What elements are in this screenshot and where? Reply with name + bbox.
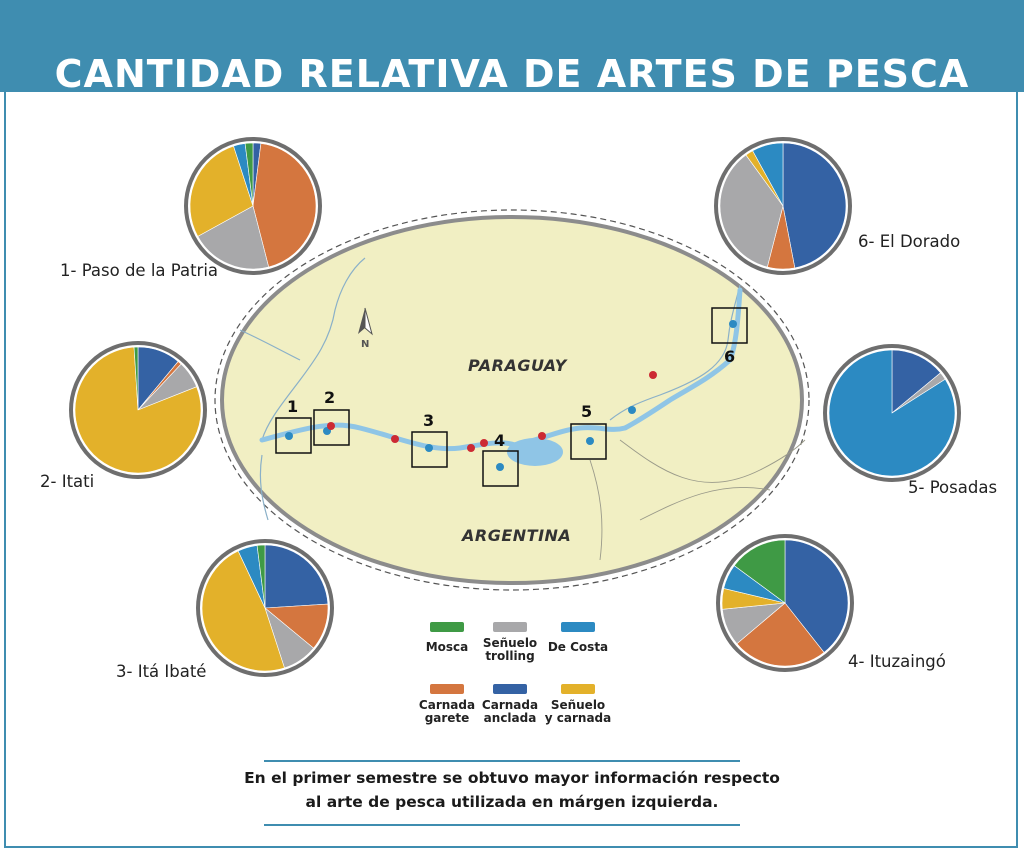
legend-swatch-senuelo-carnada xyxy=(561,684,595,694)
site-box-3 xyxy=(411,431,448,468)
site-label-ituzaingo: 4- Ituzaingó xyxy=(848,652,946,671)
site-number-1: 1 xyxy=(287,397,298,416)
pie-charts xyxy=(69,137,961,677)
point-red xyxy=(649,371,657,379)
site-number-2: 2 xyxy=(324,388,335,407)
tributary-rivers xyxy=(239,257,741,521)
legend-label-carnada-garete: Carnada xyxy=(419,698,475,712)
pie-slice-1-paso-de-la-patria-senuelo-y-carnada xyxy=(189,145,254,237)
north-arrow-right xyxy=(364,307,373,336)
site-label-paso-de-la-patria: 1- Paso de la Patria xyxy=(60,261,218,280)
river-parana xyxy=(259,287,743,452)
point-blue xyxy=(586,437,594,445)
north-arrow-left xyxy=(358,308,365,334)
pie-slice-2-itati-senuelo-y-carnada xyxy=(74,346,202,474)
sampling-points xyxy=(285,320,737,471)
point-blue xyxy=(729,320,737,328)
site-label-el-dorado: 6- El Dorado xyxy=(858,232,960,251)
legend-label-carnada-garete: garete xyxy=(425,711,470,725)
country-label-argentina: ARGENTINA xyxy=(460,526,571,545)
border-lines xyxy=(589,439,806,561)
legend-swatch-senuelo-trolling xyxy=(493,622,527,632)
pie-slice-1-paso-de-la-patria-senuelo-trolling xyxy=(197,205,270,270)
content-frame xyxy=(4,92,1018,848)
legend-label-de-costa: De Costa xyxy=(548,640,608,654)
legend-label-carnada-anclada: Carnada xyxy=(482,698,538,712)
site-label-posadas: 5- Posadas xyxy=(908,478,997,497)
note-line-2: al arte de pesca utilizada en márgen izq… xyxy=(305,793,719,811)
pie-slice-3-ita-ibate-senuelo-y-carnada xyxy=(201,550,285,672)
site-number-6: 6 xyxy=(724,347,735,366)
pie-slice-4-ituzaingo-carnada-garete xyxy=(736,602,825,667)
point-blue xyxy=(285,432,293,440)
note-rule-bottom xyxy=(264,824,740,826)
north-arrow-label: N xyxy=(361,339,369,350)
point-blue xyxy=(496,463,504,471)
note-rule-top xyxy=(264,760,740,762)
note: En el primer semestre se obtuvo mayor in… xyxy=(200,766,824,814)
point-red xyxy=(327,422,335,430)
border-line-2 xyxy=(619,439,806,483)
pie-slice-5-posadas-de-costa xyxy=(828,349,956,477)
border-line-1 xyxy=(589,459,603,561)
site-label-ita-ibate: 3- Itá Ibaté xyxy=(116,662,206,681)
legend-label-carnada-anclada: anclada xyxy=(484,711,537,725)
point-blue xyxy=(628,406,636,414)
legend-label-senuelo-carnada: y carnada xyxy=(545,711,611,725)
river-upper-parana xyxy=(609,284,741,421)
site-label-itati: 2- Itati xyxy=(40,472,94,491)
legend-label-senuelo-trolling: trolling xyxy=(485,649,534,663)
site-box-2 xyxy=(313,409,350,446)
legend-swatch-de-costa xyxy=(561,622,595,632)
country-label-paraguay: PARAGUAY xyxy=(468,356,568,375)
pie-slice-3-ita-ibate-mosca xyxy=(256,544,266,609)
legend-label-senuelo-carnada: Señuelo xyxy=(551,698,605,712)
map-ellipse xyxy=(220,215,804,585)
pie-slice-6-el-dorado-de-costa xyxy=(752,142,784,207)
site-box-1 xyxy=(275,417,312,454)
legend-label-mosca: Mosca xyxy=(426,640,469,654)
point-blue xyxy=(425,444,433,452)
pie-slice-3-ita-ibate-carnada-anclada xyxy=(264,544,329,609)
point-red xyxy=(538,432,546,440)
legend-swatch-carnada-anclada xyxy=(493,684,527,694)
legend-swatch-mosca xyxy=(430,622,464,632)
header-band xyxy=(0,0,1024,92)
site-number-3: 3 xyxy=(423,411,434,430)
pie-slice-6-el-dorado-senuelo-trolling xyxy=(719,154,784,268)
site-boxes xyxy=(275,307,748,487)
river-parana-south xyxy=(259,454,269,521)
pie-slice-2-itati-mosca xyxy=(133,346,139,411)
river-west xyxy=(239,329,301,361)
note-line-1: En el primer semestre se obtuvo mayor in… xyxy=(244,769,780,787)
site-box-4 xyxy=(482,450,519,487)
site-box-6 xyxy=(711,307,748,344)
border-line-3 xyxy=(639,486,771,521)
north-arrow: N xyxy=(358,307,373,350)
site-number-4: 4 xyxy=(494,431,505,450)
pie-slice-1-paso-de-la-patria-mosca xyxy=(244,142,254,207)
river-paraguay xyxy=(261,257,366,441)
pie-slice-4-ituzaingo-carnada-anclada xyxy=(784,539,849,653)
site-box-5 xyxy=(570,423,607,460)
pie-slice-1-paso-de-la-patria-carnada-garete xyxy=(252,143,317,268)
point-red xyxy=(467,444,475,452)
legend-swatch-carnada-garete xyxy=(430,684,464,694)
reservoir-yacyreta xyxy=(507,438,563,466)
legend-label-senuelo-trolling: Señuelo xyxy=(483,636,537,650)
point-red xyxy=(391,435,399,443)
site-number-5: 5 xyxy=(581,402,592,421)
map-outer-dashed-ring xyxy=(214,209,810,591)
pie-slice-5-posadas-carnada-anclada xyxy=(891,349,941,414)
pie-slice-6-el-dorado-carnada-anclada xyxy=(782,142,847,269)
point-red xyxy=(480,439,488,447)
page-title: CANTIDAD RELATIVA DE ARTES DE PESCA xyxy=(54,52,970,96)
pie-slice-4-ituzaingo-mosca xyxy=(733,539,786,604)
